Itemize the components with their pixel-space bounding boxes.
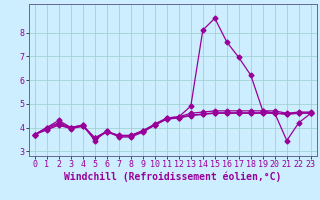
X-axis label: Windchill (Refroidissement éolien,°C): Windchill (Refroidissement éolien,°C): [64, 172, 282, 182]
